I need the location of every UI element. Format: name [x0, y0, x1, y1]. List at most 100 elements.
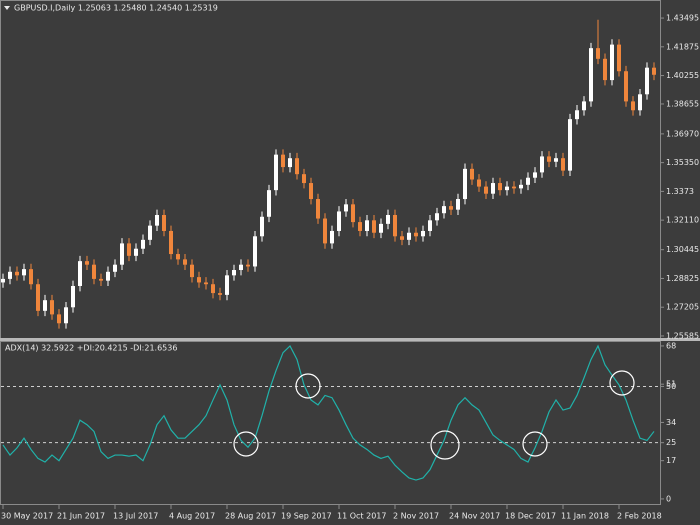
candle-body — [71, 285, 75, 308]
candle-body — [561, 158, 565, 171]
y-tick-label: 25 — [666, 438, 676, 447]
candle-body — [302, 174, 306, 184]
candle-body — [295, 158, 299, 175]
y-tick-label: 1.27205 — [666, 303, 699, 312]
candle-body — [253, 236, 257, 267]
x-tick-label: 4 Aug 2017 — [169, 512, 215, 521]
highlight-circle — [233, 431, 259, 457]
candle-body — [512, 186, 516, 189]
candle-body — [393, 214, 397, 237]
y-tick-label: 0 — [666, 494, 671, 503]
candle-body — [596, 48, 600, 59]
y-tick-label: 34 — [666, 418, 676, 427]
candle-body — [372, 220, 376, 233]
candle-body — [519, 184, 523, 189]
x-tick-label: 13 Jul 2017 — [113, 512, 158, 521]
candle-body — [589, 48, 593, 102]
candle-body — [218, 293, 222, 295]
candle-body — [421, 230, 425, 237]
candle-body — [491, 183, 495, 194]
candle-body — [239, 264, 243, 271]
x-tick-label: 21 Jun 2017 — [57, 512, 105, 521]
y-tick-label: 17 — [666, 456, 676, 465]
x-tick-label: 18 Dec 2017 — [505, 512, 556, 521]
candle-body — [484, 186, 488, 194]
candle-body — [617, 44, 621, 72]
candle-body — [638, 94, 642, 111]
y-tick-label: 1.36970 — [666, 129, 699, 138]
candle-body — [582, 101, 586, 111]
candle-body — [645, 67, 649, 95]
candle-body — [505, 186, 509, 191]
candle-body — [22, 269, 26, 276]
candle-body — [337, 211, 341, 231]
candle-body — [533, 172, 537, 178]
candle-body — [365, 220, 369, 231]
candle-body — [568, 119, 572, 171]
candle-body — [267, 190, 271, 217]
candle-body — [456, 199, 460, 210]
y-tick-label: 1.32110 — [666, 216, 699, 225]
chart-title: GBPUSD.I,Daily 1.25063 1.25480 1.24540 1… — [14, 4, 218, 13]
y-tick-label: 1.38655 — [666, 99, 699, 108]
highlight-circle — [430, 430, 460, 460]
candle-body — [148, 225, 152, 240]
candle-body — [344, 204, 348, 212]
candle-body — [204, 282, 208, 285]
adx-line — [2, 344, 655, 481]
candle-body — [316, 199, 320, 219]
candle-body — [610, 44, 614, 81]
candle-body — [141, 239, 145, 249]
x-tick-label: 2 Feb 2018 — [617, 512, 662, 521]
candle-body — [176, 254, 180, 260]
candle-body — [358, 222, 362, 231]
candle-body — [288, 158, 292, 168]
candle-body — [540, 156, 544, 173]
x-tick-label: 30 May 2017 — [1, 512, 53, 521]
candle-body — [246, 264, 250, 267]
y-tick-label: 1.30445 — [666, 245, 699, 254]
candle-body — [162, 214, 166, 231]
indicator-panel — [0, 341, 661, 505]
candle-body — [92, 264, 96, 279]
candle-body — [232, 270, 236, 276]
candle-body — [442, 206, 446, 214]
candle-body — [260, 216, 264, 237]
candle-body — [477, 179, 481, 187]
y-tick-label: 1.3373 — [666, 187, 694, 196]
candle-body — [554, 158, 558, 162]
y-tick-label: 1.41875 — [666, 42, 699, 51]
x-tick-label: 28 Aug 2017 — [225, 512, 276, 521]
candle-body — [281, 154, 285, 168]
candle-body — [197, 277, 201, 283]
x-tick-label: 11 Jan 2018 — [561, 512, 609, 521]
candle-body — [29, 269, 33, 285]
candle-body — [15, 271, 19, 276]
y-tick-label: 1.35350 — [666, 158, 699, 167]
y-tick-label: 1.43495 — [666, 14, 699, 23]
candle-body — [400, 236, 404, 240]
candle-body — [64, 307, 68, 324]
candle-body — [57, 314, 61, 324]
highlight-circle — [295, 373, 321, 399]
candle-body — [120, 243, 124, 265]
y-tick-label: 1.40255 — [666, 71, 699, 80]
candle-body — [211, 284, 215, 294]
candle-body — [351, 204, 355, 223]
y-tick-label: 50 — [666, 382, 676, 391]
candle-body — [78, 261, 82, 286]
x-tick-label: 19 Sep 2017 — [281, 512, 332, 521]
candle-body — [99, 278, 103, 281]
candle-body — [85, 261, 89, 265]
candle-body — [274, 154, 278, 191]
candle-body — [428, 220, 432, 231]
candle-body — [547, 156, 551, 162]
highlight-circle — [609, 370, 635, 396]
candle-body — [435, 213, 439, 221]
candle-body — [8, 271, 12, 279]
panel-separator — [0, 338, 700, 341]
candle-body — [526, 177, 530, 185]
candle-body — [330, 230, 334, 244]
y-tick-label: 51 — [666, 380, 676, 389]
